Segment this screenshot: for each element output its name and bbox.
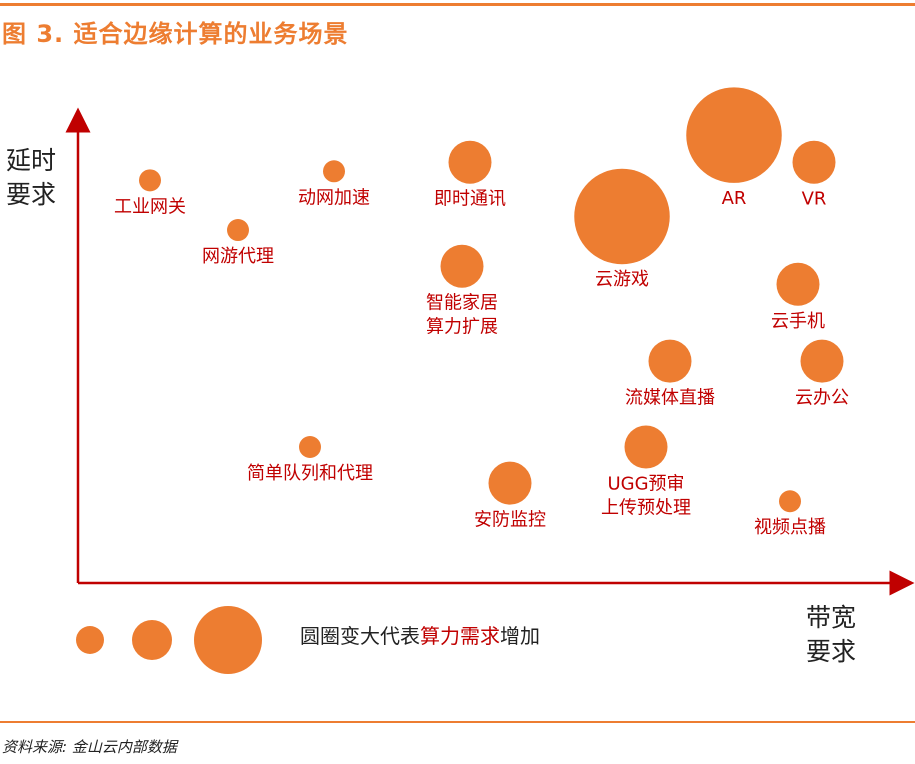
source-note: 资料来源: 金山云内部数据 <box>2 738 177 756</box>
bubble-label: 智能家居 <box>426 293 498 314</box>
bubble <box>648 339 692 383</box>
x-axis-label-line1: 带宽 <box>806 603 856 632</box>
legend-text-prefix: 圆圈变大代表 <box>300 624 420 648</box>
bubble <box>574 168 670 265</box>
bubble <box>440 244 484 288</box>
bubble <box>779 490 801 513</box>
bubble <box>227 219 249 242</box>
bubble-label: 云游戏 <box>595 269 649 290</box>
data-point: 云游戏 <box>574 168 670 290</box>
bubble-label: 云办公 <box>795 388 849 409</box>
legend-text-suffix: 增加 <box>500 624 540 648</box>
legend-text-highlight: 算力需求 <box>420 624 500 648</box>
legend-circle-medium <box>132 620 172 660</box>
data-point: 即时通讯 <box>434 140 506 210</box>
data-point: 工业网关 <box>114 169 186 217</box>
bottom-rule <box>0 721 915 723</box>
bubble-label: UGG预审 <box>607 474 684 495</box>
bubble <box>139 169 161 192</box>
data-point: 网游代理 <box>202 219 274 267</box>
bubble <box>800 339 844 383</box>
bubble <box>776 262 820 306</box>
y-axis-label-line1: 延时 <box>6 146 56 175</box>
bubble-label: 视频点播 <box>754 517 826 538</box>
data-point: 云手机 <box>771 262 825 332</box>
data-point: 云办公 <box>795 339 849 409</box>
bubble-label: VR <box>802 189 827 210</box>
x-axis-label-line2: 要求 <box>806 637 856 666</box>
bubble-label: AR <box>722 188 747 209</box>
figure-title: 图 3. 适合边缘计算的业务场景 <box>2 20 349 48</box>
legend: 圆圈变大代表算力需求增加 <box>76 606 540 674</box>
data-point: AR <box>686 87 782 209</box>
bubble <box>624 425 668 469</box>
bubble <box>792 140 836 184</box>
bubble-label: 即时通讯 <box>434 189 506 210</box>
bubble-label: 网游代理 <box>202 246 274 267</box>
data-point: 安防监控 <box>474 461 546 531</box>
legend-text: 圆圈变大代表算力需求增加 <box>300 624 540 648</box>
bubble <box>299 436 321 458</box>
bubble <box>686 87 782 183</box>
bubble-label: 动网加速 <box>298 187 370 208</box>
data-point: 动网加速 <box>298 160 370 208</box>
bubble-label: 算力扩展 <box>426 317 498 338</box>
bubble <box>448 140 492 184</box>
data-point: 流媒体直播 <box>625 339 715 409</box>
bubble-label: 流媒体直播 <box>625 388 715 409</box>
legend-circle-small <box>76 626 104 654</box>
data-point: 简单队列和代理 <box>247 436 373 484</box>
top-rule <box>0 3 915 6</box>
y-axis-label-line2: 要求 <box>6 180 56 209</box>
bubble <box>323 160 345 183</box>
bubble-label: 简单队列和代理 <box>247 463 373 484</box>
bubble-label: 安防监控 <box>474 510 546 531</box>
data-point: 视频点播 <box>754 490 826 538</box>
legend-circle-large <box>194 606 262 674</box>
bubble <box>488 461 532 505</box>
data-point: VR <box>792 140 836 210</box>
bubble-label: 工业网关 <box>114 196 186 217</box>
bubble-label: 上传预处理 <box>601 498 691 519</box>
bubble-label: 云手机 <box>771 311 825 332</box>
